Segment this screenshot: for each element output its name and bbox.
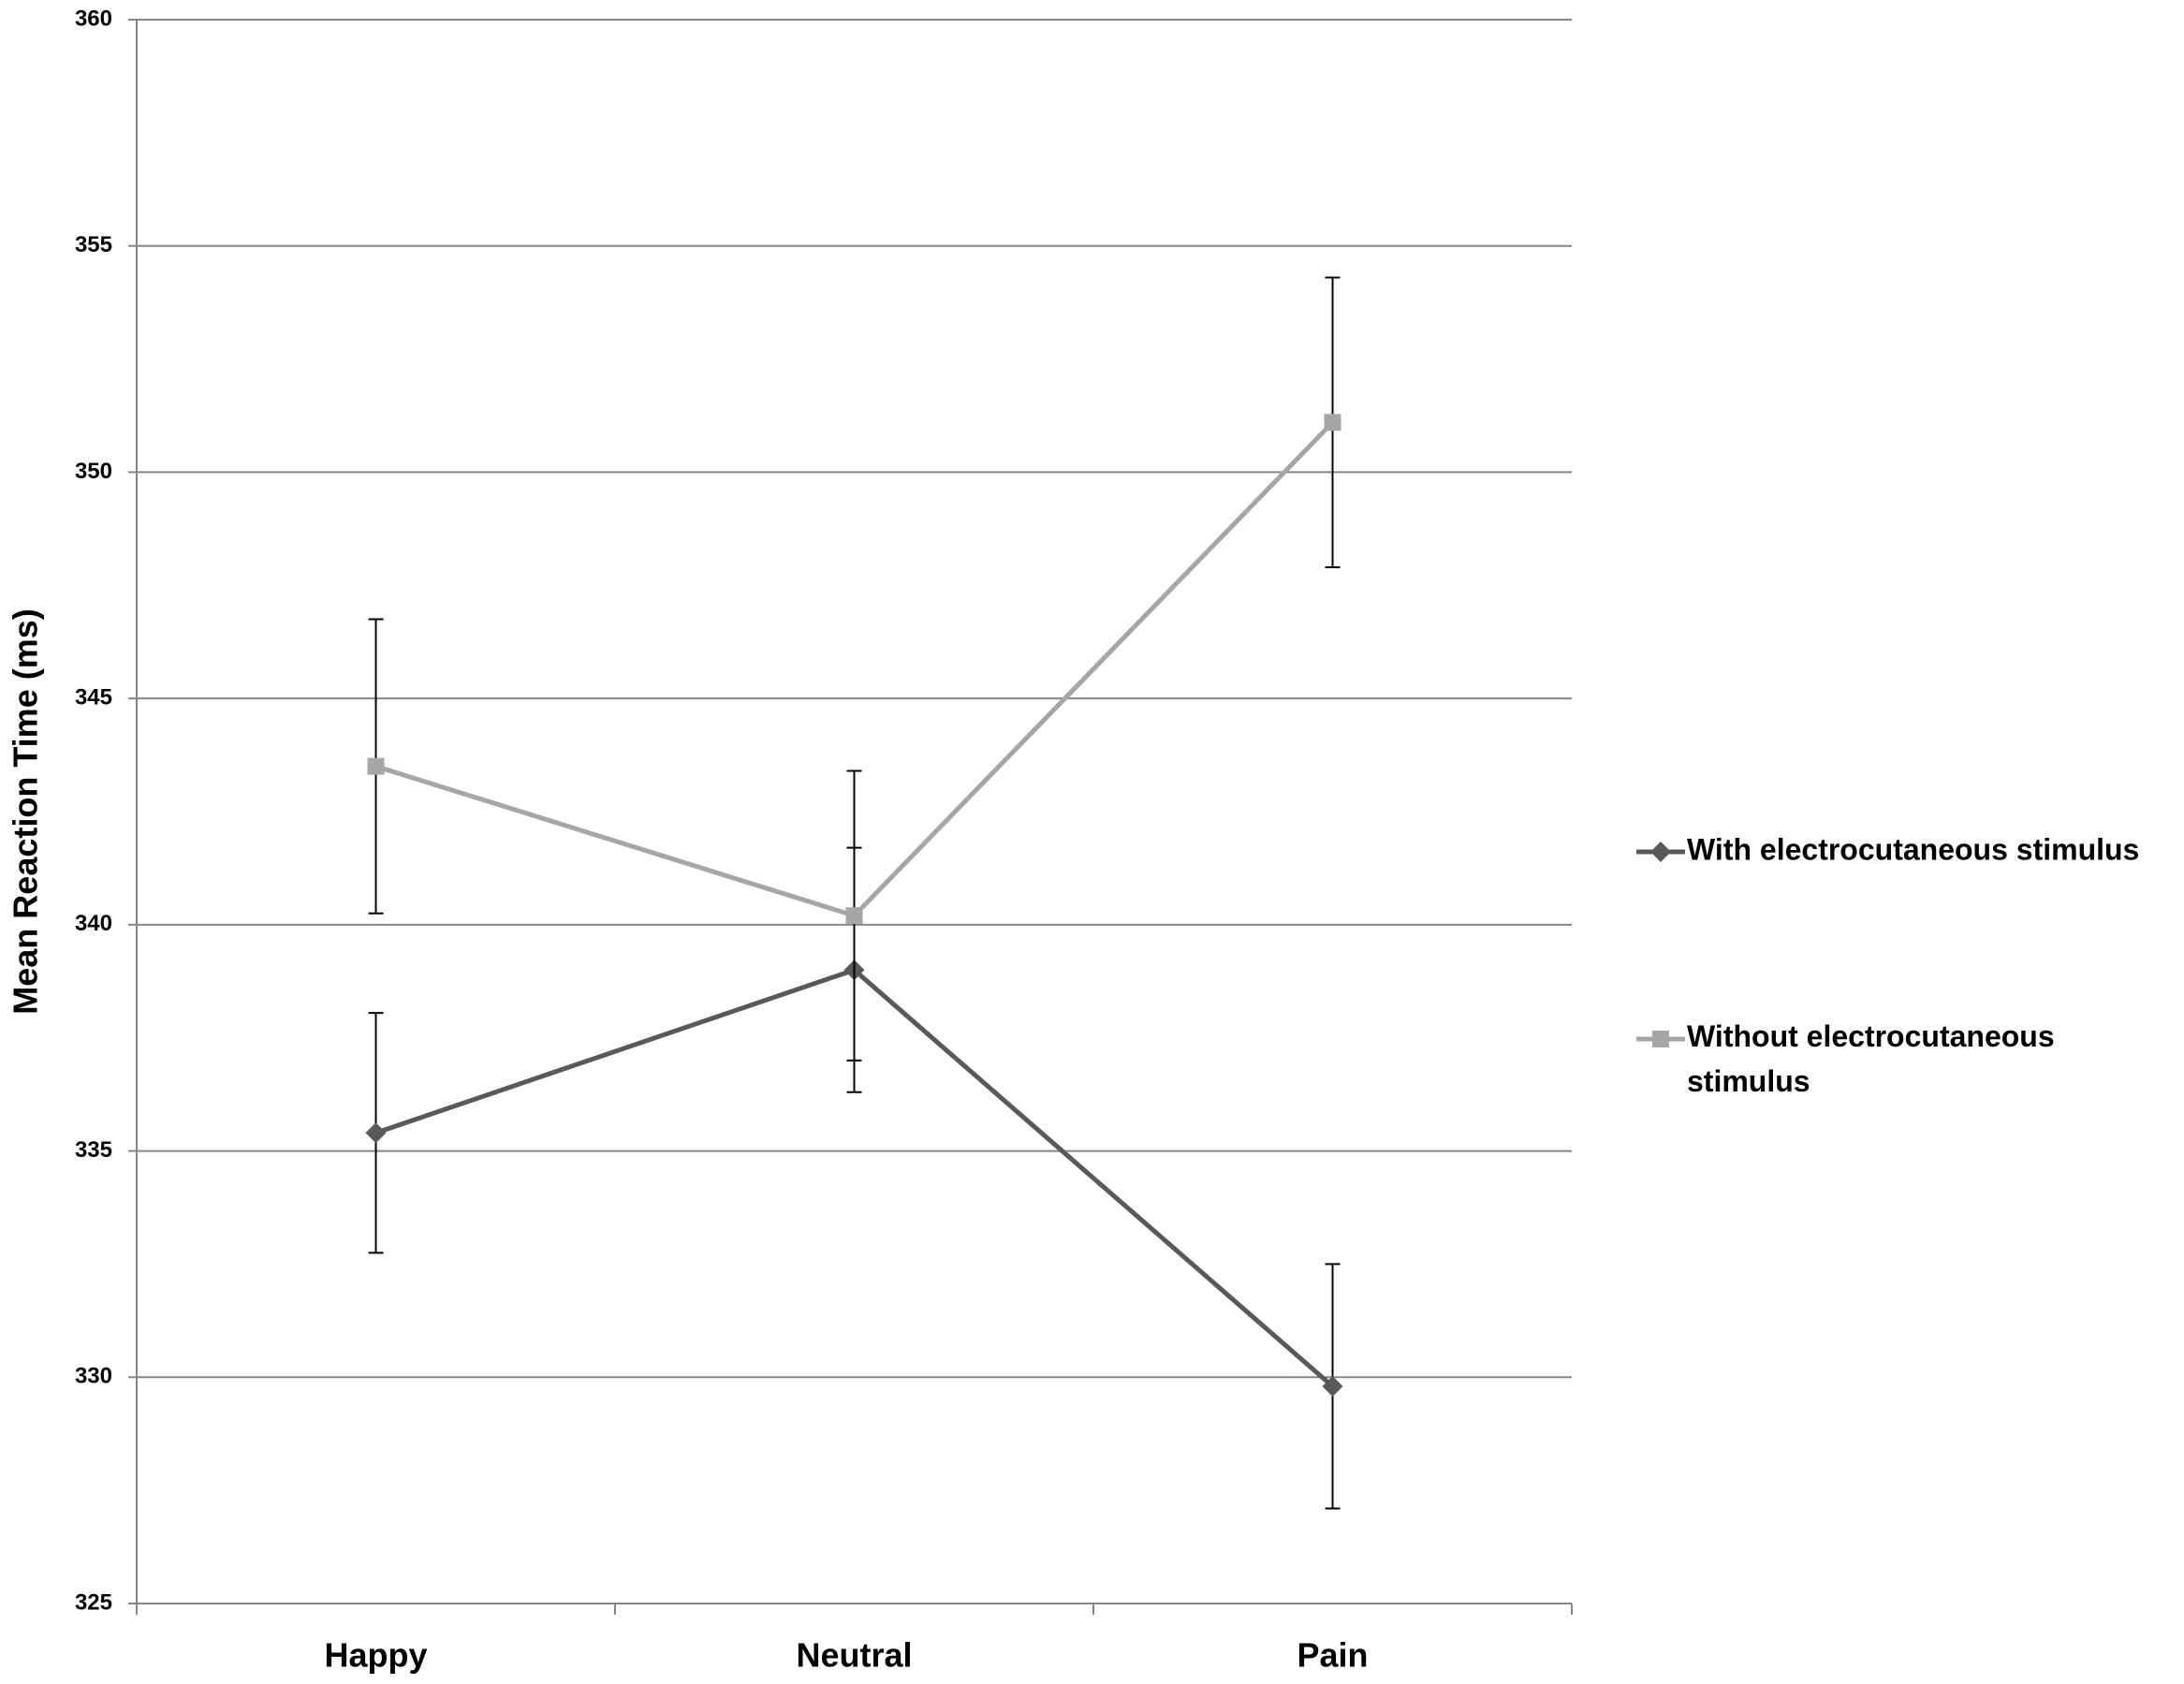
y-tick-label: 335 (75, 1137, 112, 1163)
x-tick-label: Happy (324, 1636, 427, 1675)
x-tick-label: Neutral (796, 1636, 912, 1675)
legend-marker (1652, 1031, 1669, 1047)
marker (1322, 1375, 1343, 1397)
marker (367, 757, 385, 775)
marker (845, 907, 863, 925)
y-tick-label: 340 (75, 911, 112, 936)
y-tick-label: 345 (75, 684, 112, 710)
y-axis-title: Mean Reaction Time (ms) (7, 608, 45, 1014)
y-tick-label: 350 (75, 459, 112, 484)
y-tick-label: 355 (75, 232, 112, 257)
marker (365, 1122, 387, 1144)
legend-label: With electrocutaneous stimulus (1687, 832, 2139, 866)
y-tick-label: 360 (75, 6, 112, 31)
y-tick-label: 325 (75, 1589, 112, 1615)
legend-label: Without electrocutaneous stimulus (1687, 1019, 2055, 1098)
legend-marker (1650, 842, 1671, 862)
y-tick-label: 330 (75, 1364, 112, 1389)
x-tick-label: Pain (1297, 1636, 1368, 1675)
marker (1324, 414, 1341, 432)
